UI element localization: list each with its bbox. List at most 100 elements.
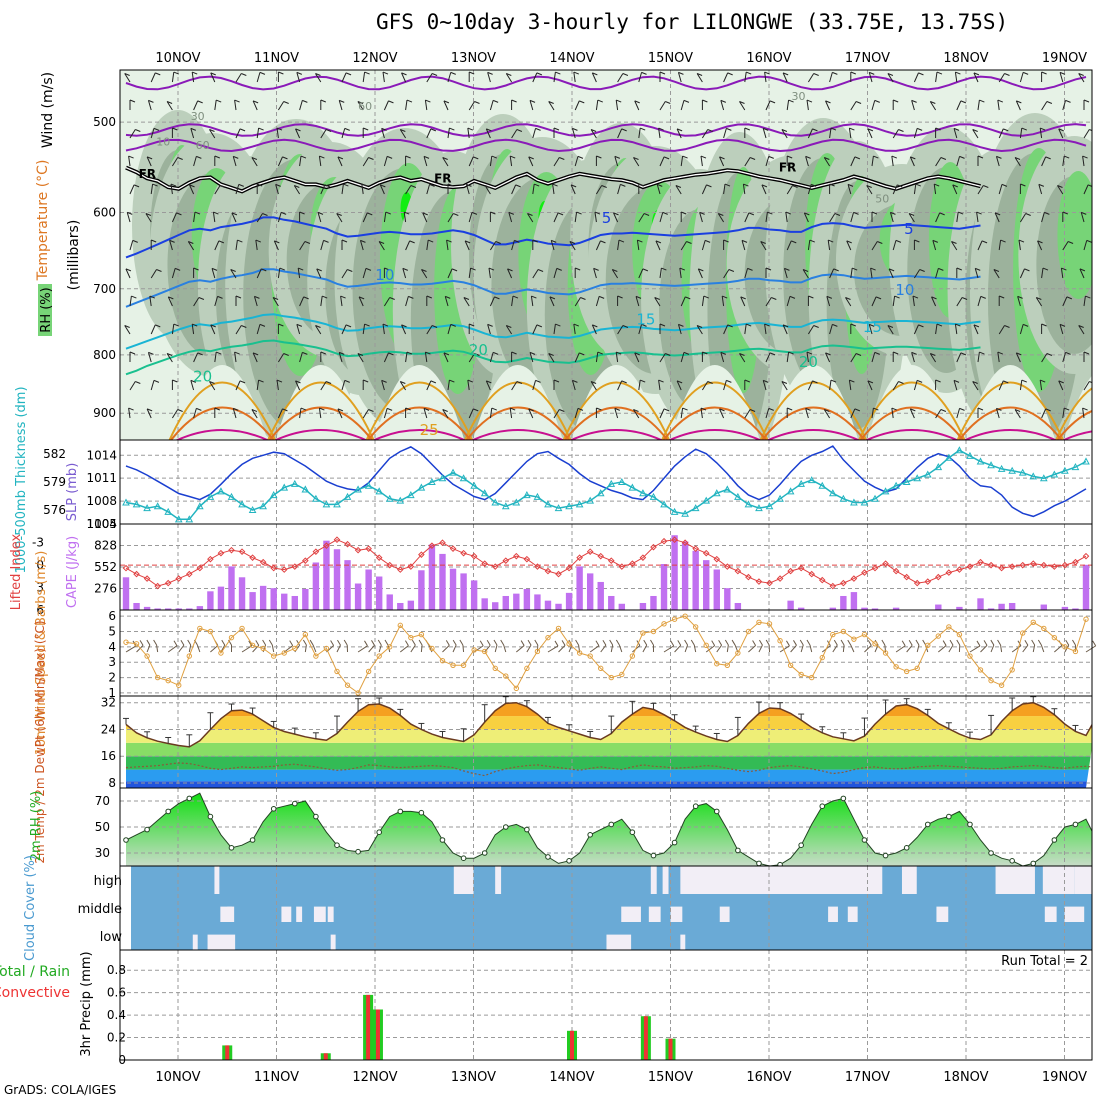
wind-barb: [485, 128, 491, 139]
wind-barb-10m: [452, 639, 457, 646]
thickness-point: [554, 504, 563, 512]
wind-barb: [723, 128, 727, 139]
wind-barb: [450, 323, 456, 327]
wind-barb: [359, 240, 364, 251]
wind-barb: [574, 100, 580, 111]
wind-barb: [572, 127, 578, 131]
wind-barb: [1065, 351, 1071, 355]
cloud-axis-label: Cloud Cover (%): [23, 855, 38, 961]
wind-barb: [993, 269, 1000, 279]
lifted-index-point: [692, 545, 699, 552]
wind-barb: [791, 240, 797, 244]
wind-barb: [825, 100, 831, 104]
lifted-index-point: [354, 546, 362, 554]
wind-barb: [850, 268, 853, 279]
wind-barb: [425, 351, 431, 355]
isotherm-warm: [963, 429, 1058, 440]
wind-barb: [234, 351, 240, 355]
temp-tick-label: 24: [101, 722, 116, 736]
wind-barb: [1082, 408, 1085, 419]
wind-barb: [430, 128, 437, 132]
wind-barb: [792, 185, 798, 188]
wind-barb: [559, 409, 565, 412]
wind-barb: [449, 379, 455, 383]
wind-barb-10m: [180, 639, 185, 646]
wind-barb: [277, 101, 285, 111]
isotherm-warm: [367, 406, 472, 440]
wind-barb: [913, 72, 919, 83]
wind-barb: [911, 99, 917, 103]
cape-bar: [797, 607, 805, 610]
wind-barb-10m: [173, 640, 178, 646]
wind-barb: [467, 380, 470, 391]
wind-barb: [272, 297, 279, 300]
date-label-top: 19NOV: [1042, 51, 1087, 66]
wind-barb: [509, 408, 513, 419]
wind-barb: [761, 184, 768, 188]
wind-barb: [919, 269, 925, 272]
wind-barb-10m: [790, 644, 797, 653]
wind-barb: [153, 127, 160, 131]
wind-barb: [197, 352, 203, 356]
wind-barb: [276, 379, 283, 383]
lifted-index-point: [375, 554, 383, 561]
precip-convective-bar: [570, 1030, 574, 1060]
wind-barb: [973, 324, 980, 328]
wind-barb: [638, 128, 641, 139]
wind-speed-point: [471, 647, 477, 653]
wind-barb-10m: [642, 644, 648, 653]
wind-barb-10m: [302, 639, 307, 646]
wind-barb: [808, 295, 814, 299]
cloud-clear-cell: [281, 906, 292, 922]
wind-barb: [972, 381, 979, 391]
wind-barb: [977, 407, 984, 411]
wind-barb: [423, 408, 428, 419]
wind-barb: [177, 409, 183, 412]
wind-speed-point: [492, 665, 498, 672]
wind-barb: [659, 71, 666, 75]
wind-barb-10m: [724, 639, 729, 646]
wind-barb: [1041, 323, 1047, 327]
wind-barb: [871, 211, 878, 215]
wind-barb: [214, 155, 220, 159]
wind-barb: [383, 156, 388, 167]
wind-barb: [125, 268, 132, 272]
freezing-level: [125, 167, 981, 193]
wind-barb: [680, 296, 686, 307]
date-label-top: 15NOV: [648, 51, 693, 66]
wind-barb-10m: [196, 644, 201, 653]
wind-barb: [744, 72, 747, 83]
wind-barb: [405, 100, 408, 111]
wind-barb: [421, 269, 427, 272]
wind-barb-10m: [459, 639, 464, 646]
wind-barb: [763, 379, 769, 383]
wind-barb: [386, 407, 393, 411]
wind-barb: [362, 72, 366, 83]
thickness-point: [744, 500, 753, 508]
isotherm-warm: [956, 381, 1065, 440]
wind-barb: [825, 352, 831, 356]
wind-barb: [559, 157, 565, 160]
wind-barb: [973, 72, 979, 83]
wind-barb: [909, 156, 915, 167]
wind-barb: [403, 212, 407, 223]
wind-barb-10m: [670, 640, 675, 647]
wind-barb-10m: [1054, 645, 1063, 653]
wind-barb: [129, 99, 136, 103]
wind-barb: [388, 100, 394, 104]
precip-convective-bar: [366, 994, 371, 1060]
wind-barb: [654, 297, 661, 307]
wind-barb: [996, 155, 1002, 159]
wind-barb: [275, 183, 281, 187]
wind-barb: [487, 72, 491, 83]
wind-barb: [171, 212, 177, 223]
date-label-bottom: 10NOV: [155, 1070, 200, 1085]
wind-barb: [846, 240, 852, 244]
wind-barb: [528, 408, 534, 419]
wind-barb: [765, 100, 771, 111]
wind-barb: [508, 212, 513, 223]
cape-bar: [850, 592, 858, 610]
wind-barb: [428, 239, 434, 243]
wind-barb: [871, 296, 877, 307]
wind-barb: [488, 268, 491, 279]
